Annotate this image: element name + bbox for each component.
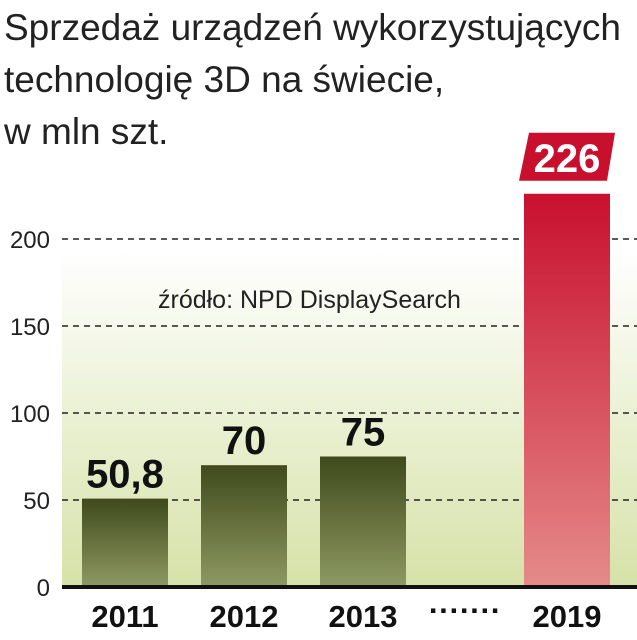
bar-2019 [524,193,610,587]
y-tick-label: 200 [10,227,50,254]
x-tick-label-2012: 2012 [210,599,279,634]
y-tick-label: 100 [10,401,50,428]
value-label-2011: 50,8 [86,453,164,497]
value-label-2019: 226 [534,137,601,181]
title-line-3: w mln szt. [4,111,169,152]
value-label-2012: 70 [222,419,267,463]
value-badge [519,132,615,181]
x-tick-label-2013: 2013 [329,599,398,634]
chart-title: Sprzedaż urządzeń wykorzystujących techn… [4,2,634,158]
y-tick-label: 0 [37,575,50,602]
bar-2012 [201,465,287,587]
x-tick-label-2011: 2011 [91,599,158,634]
bar-2013 [320,456,406,587]
title-line-1: Sprzedaż urządzeń wykorzystujących [4,7,621,48]
title-line-2: technologię 3D na świecie, [4,59,445,100]
bar-2011 [82,498,168,587]
y-tick-label: 150 [10,314,50,341]
y-tick-label: 50 [23,488,50,515]
source-note: źródło: NPD DisplaySearch [158,286,461,314]
x-tick-label-2019: 2019 [533,599,602,634]
gap-marker: ······· [429,593,501,628]
value-label-2013: 75 [341,411,386,455]
